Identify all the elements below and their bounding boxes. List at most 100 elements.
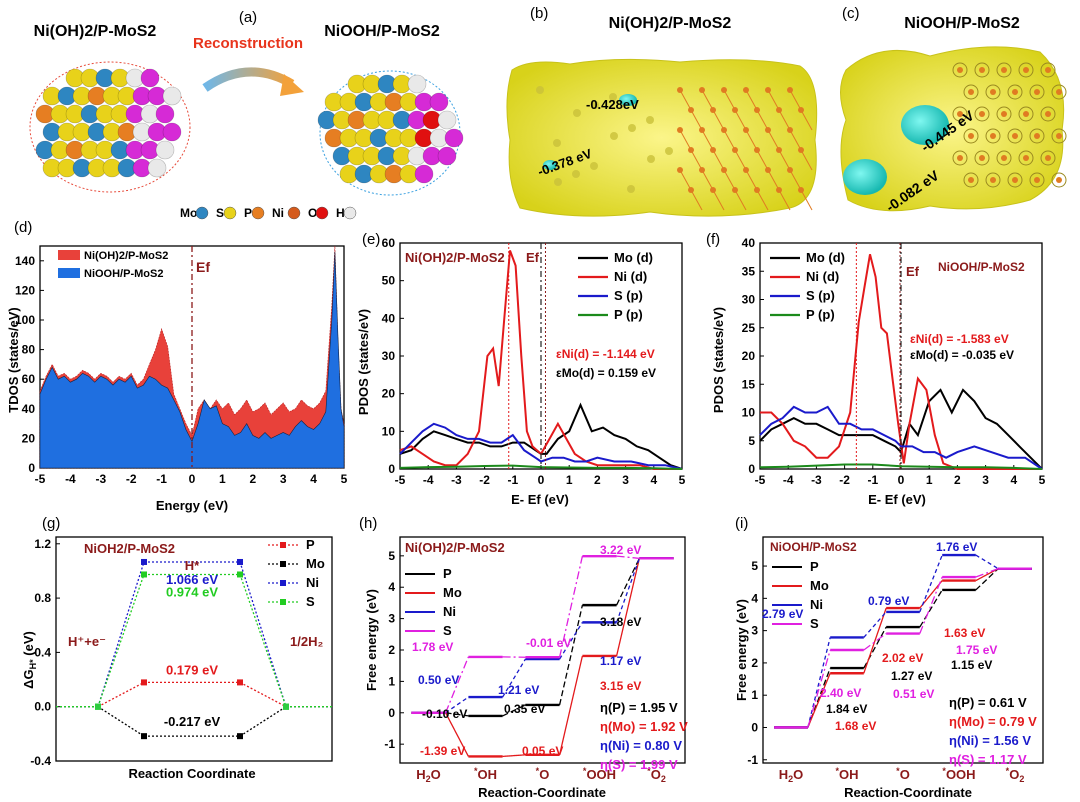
b-lattice-bond — [690, 109, 703, 131]
h-connector-Ni-2 — [559, 622, 583, 660]
d-legend-swatch-1 — [58, 268, 80, 278]
c-lattice-ring — [952, 106, 968, 122]
i-value-label-11: 1.68 eV — [835, 719, 876, 733]
b-lattice-atom — [665, 147, 673, 155]
d-xtick: 5 — [341, 472, 348, 486]
b-lattice-atom — [646, 116, 654, 124]
atom-legend-label-4: O — [308, 206, 317, 220]
h-value-label-5: 3.18 eV — [600, 615, 641, 629]
i-legend-label-1: Mo — [810, 578, 829, 593]
h-connector-S-3 — [616, 555, 640, 559]
atom-legend-dot-0 — [195, 206, 209, 220]
atom-H — [162, 86, 182, 106]
b-lattice-bond — [767, 129, 780, 151]
f-xtick: -2 — [839, 473, 850, 487]
c-lattice-atom — [1034, 89, 1040, 95]
c-lattice — [952, 62, 1067, 188]
h-legend-label-0: P — [443, 566, 452, 581]
b-lattice-bond — [778, 109, 791, 131]
b-lattice-atom — [573, 109, 581, 117]
e-ytick: 30 — [382, 349, 396, 363]
c-lattice-atom — [979, 155, 985, 161]
g-ytick: 1.2 — [34, 537, 51, 551]
b-lattice-bond — [734, 149, 747, 171]
g-value-label-Mo: -0.217 eV — [164, 714, 221, 729]
b-lattice-atom — [554, 178, 562, 186]
f-xtick: -5 — [755, 473, 766, 487]
b-lattice-atom — [591, 101, 599, 109]
b-label-1: -0.428eV — [586, 97, 639, 112]
a-right-title: NiOOH/P-MoS2 — [324, 23, 440, 40]
b-title: Ni(OH)2/P-MoS2 — [609, 15, 732, 32]
i-connector-S-0 — [807, 649, 831, 728]
g-connector-Ni-a — [97, 561, 145, 707]
c-lattice-atom — [1045, 67, 1051, 73]
h-ytick: 4 — [388, 580, 395, 594]
h-value-label-4: 1.21 eV — [498, 683, 539, 697]
f-xtick: 1 — [926, 473, 933, 487]
g-connector-P-b — [239, 681, 287, 708]
i-connector-P-2 — [919, 589, 943, 628]
i-connector-Mo-0 — [807, 672, 831, 728]
g-point-Ni-1 — [237, 558, 243, 565]
c-lattice-ring — [1029, 128, 1045, 144]
i-connector-Ni-3 — [975, 554, 999, 570]
b-lattice-bond — [745, 89, 758, 111]
b-lattice-atom — [536, 86, 544, 94]
f-series-mo — [759, 388, 1043, 470]
atom-legend-dot-5 — [343, 206, 357, 220]
e-fermi-label: Ef — [526, 250, 540, 265]
h-state-label: H2O — [416, 767, 441, 784]
i-connector-Ni-0 — [807, 637, 831, 728]
c-lattice-atom — [1045, 111, 1051, 117]
f-series-s — [759, 405, 1043, 470]
c-cyan-blob-2 — [843, 159, 887, 195]
i-ytick: 3 — [751, 624, 758, 638]
panel-label-i: (i) — [735, 515, 748, 532]
c-lattice-ring — [963, 128, 979, 144]
g-legend-label-0: P — [306, 537, 315, 552]
i-value-label-6: 1.75 eV — [956, 643, 997, 657]
b-lattice-bond — [679, 89, 692, 111]
d-xtick: -5 — [35, 472, 46, 486]
c-lattice-ring — [985, 128, 1001, 144]
b-lattice-atom — [628, 124, 636, 132]
f-xlabel: E- Ef (eV) — [868, 492, 926, 507]
g-connector-P-a — [97, 681, 145, 708]
atom-legend-dot-1 — [223, 206, 237, 220]
panel-a: (a) Ni(OH)2/P-MoS2 NiOOH/P-MoS2 Reconstr… — [29, 9, 464, 220]
i-legend-label-0: P — [810, 559, 819, 574]
e-ytick: 10 — [382, 424, 396, 438]
panel-d: (d) TDOS (states/eV) Energy (eV) Ef -5 -4… — [6, 219, 348, 513]
b-lattice-bond — [800, 109, 813, 131]
h-connector-P-3 — [616, 558, 640, 606]
g-ytick: -0.4 — [30, 754, 51, 768]
b-lattice-bond — [767, 89, 780, 111]
g-connector-S-b — [239, 574, 287, 707]
b-lattice-bond — [789, 89, 802, 111]
h-legend-label-2: Ni — [443, 604, 456, 619]
i-ylabel: Free energy (eV) — [734, 599, 749, 701]
i-overpotential-3: η(S) = 1.17 V — [949, 752, 1027, 767]
i-connector-P-1 — [863, 626, 887, 669]
i-value-label-8: 2.40 eV — [820, 686, 861, 700]
h-title: Ni(OH)2/P-MoS2 — [405, 540, 505, 555]
f-xtick: -1 — [867, 473, 878, 487]
i-value-label-0: 1.76 eV — [936, 540, 977, 554]
f-ytick: 40 — [742, 236, 756, 250]
g-point-Mo-1 — [237, 733, 243, 740]
e-xtick: -1 — [507, 473, 518, 487]
d-ytick: 120 — [15, 283, 35, 297]
i-overpotential-1: η(Mo) = 0.79 V — [949, 714, 1037, 729]
h-connector-S-2 — [558, 556, 584, 658]
c-lattice-ring — [1007, 128, 1023, 144]
b-lattice-bond — [745, 169, 758, 191]
d-ytick: 40 — [22, 402, 36, 416]
e-ytick: 40 — [382, 311, 396, 325]
i-legend-label-2: Ni — [810, 597, 823, 612]
c-lattice-atom — [979, 111, 985, 117]
h-connector-Ni-1 — [502, 658, 526, 698]
b-lattice-bond — [778, 189, 791, 211]
h-connector-P-2 — [558, 604, 584, 706]
